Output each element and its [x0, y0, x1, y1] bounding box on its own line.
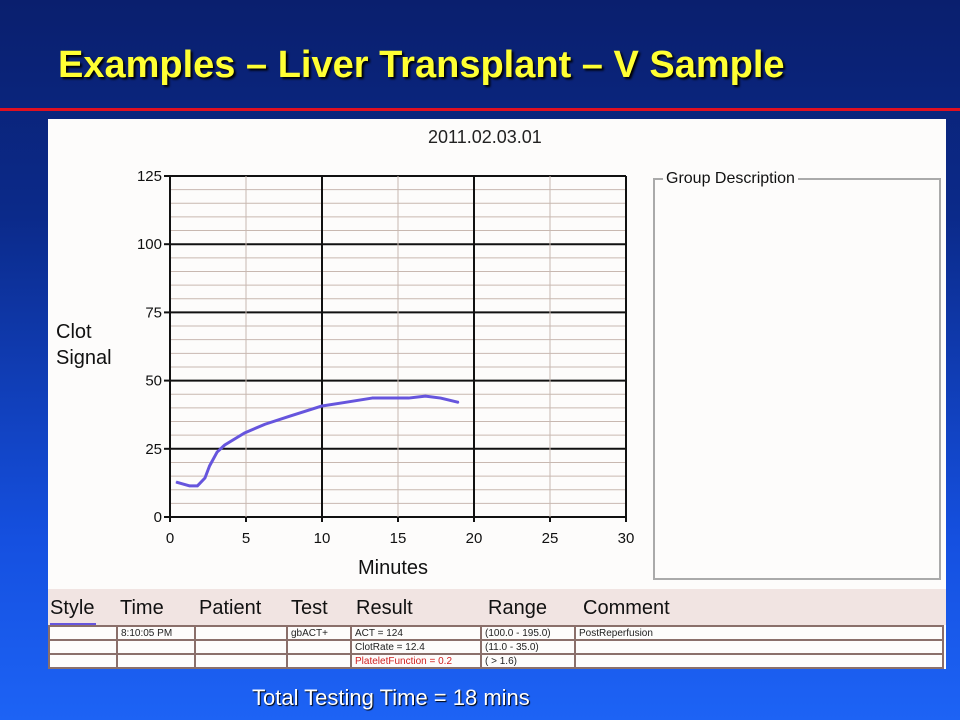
table-cell: PostReperfusion — [574, 625, 944, 641]
table-row: ClotRate = 12.4 (11.0 - 35.0) — [48, 639, 944, 655]
x-tick-label: 25 — [542, 530, 559, 547]
group-description-box — [653, 178, 941, 580]
table-cell — [194, 639, 288, 655]
results-table: 8:10:05 PM gbACT+ ACT = 124 (100.0 - 195.0)… — [48, 625, 944, 669]
y-tick-label: 75 — [145, 304, 162, 321]
table-cell — [286, 653, 352, 669]
chart-panel: 2011.02.03.01 Clot Signal 0 5 10 15 20 25 30 0 25… — [48, 119, 946, 669]
table-cell — [116, 639, 196, 655]
data-point — [458, 401, 460, 403]
y-label-line: Signal — [56, 347, 112, 369]
col-style: Style — [50, 597, 95, 619]
data-point — [321, 405, 323, 407]
data-point — [204, 477, 206, 479]
table-cell: 8:10:05 PM — [116, 625, 196, 641]
table-cell: gbACT+ — [286, 625, 352, 641]
x-tick-label: 30 — [618, 530, 635, 547]
table-cell: ClotRate = 12.4 — [350, 639, 482, 655]
group-description-label: Group Description — [663, 170, 798, 188]
col-patient: Patient — [199, 597, 262, 619]
x-tick-label: 15 — [390, 530, 407, 547]
table-cell: ACT = 124 — [350, 625, 482, 641]
x-tick-label: 0 — [166, 530, 174, 547]
data-point — [224, 444, 226, 446]
x-axis-label: Minutes — [358, 557, 429, 579]
table-cell — [194, 625, 288, 641]
table-cell — [48, 639, 118, 655]
col-comment: Comment — [583, 597, 670, 619]
data-point — [196, 485, 198, 487]
table-cell — [574, 653, 944, 669]
total-testing-time: Total Testing Time = 18 mins — [252, 685, 530, 710]
col-range: Range — [488, 597, 547, 619]
col-time: Time — [120, 597, 164, 619]
data-point — [189, 485, 191, 487]
table-header: Style Time Patient Test Result Range Com… — [48, 589, 946, 625]
plot-area: 0 5 10 15 20 25 30 0 25 50 75 100 125 — [137, 168, 635, 547]
col-test: Test — [291, 597, 328, 619]
clot-signal-line — [175, 394, 460, 488]
data-point — [243, 432, 245, 434]
table-cell: ( > 1.6) — [480, 653, 576, 669]
data-point — [371, 397, 373, 399]
data-point — [216, 451, 218, 453]
data-point — [289, 415, 291, 417]
table-cell — [48, 625, 118, 641]
table-cell: (11.0 - 35.0) — [480, 639, 576, 655]
table-cell — [116, 653, 196, 669]
y-label-line: Clot — [56, 321, 92, 343]
y-tick-label: 125 — [137, 168, 162, 185]
data-point — [408, 397, 410, 399]
y-tick-label: 0 — [154, 509, 162, 526]
table-cell: (100.0 - 195.0) — [480, 625, 576, 641]
table-cell — [194, 653, 288, 669]
style-swatch — [50, 623, 96, 625]
table-cell — [574, 639, 944, 655]
y-tick-label: 50 — [145, 373, 162, 390]
table-cell — [286, 639, 352, 655]
data-point — [424, 395, 426, 397]
table-cell — [48, 653, 118, 669]
table-row: 8:10:05 PM gbACT+ ACT = 124 (100.0 - 195.0)… — [48, 625, 944, 641]
data-point — [264, 423, 266, 425]
data-point — [209, 465, 211, 467]
x-tick-label: 5 — [242, 530, 250, 547]
data-point — [344, 401, 346, 403]
x-tick-label: 20 — [466, 530, 483, 547]
x-tick-label: 10 — [314, 530, 331, 547]
y-tick-label: 100 — [137, 236, 162, 253]
slide-title: Examples – Liver Transplant – V Sample — [58, 44, 785, 86]
y-tick-label: 25 — [145, 441, 162, 458]
chart-title: 2011.02.03.01 — [428, 127, 542, 147]
data-point — [440, 397, 442, 399]
table-cell: PlateletFunction = 0.2 — [350, 653, 482, 669]
table-row: PlateletFunction = 0.2( > 1.6) — [48, 653, 944, 669]
data-point — [175, 481, 177, 483]
divider — [0, 108, 960, 111]
col-result: Result — [356, 597, 413, 619]
y-axis-label: Clot Signal — [56, 319, 112, 371]
